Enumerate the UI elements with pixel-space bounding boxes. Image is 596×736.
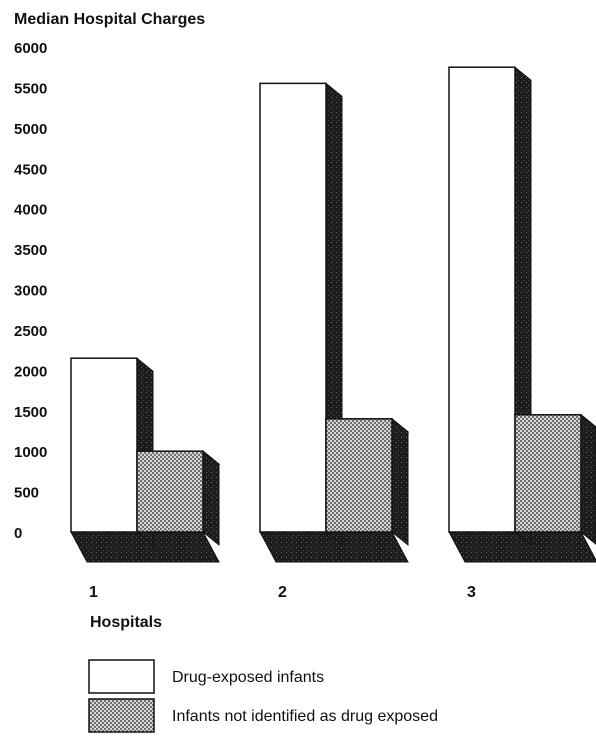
bar-drug-exposed [70, 357, 138, 533]
x-axis-label: Hospitals [90, 614, 162, 631]
bar-group [259, 82, 410, 563]
y-tick-label: 4000 [14, 202, 47, 219]
y-tick-label: 5000 [14, 121, 47, 138]
y-tick-label: 6000 [14, 40, 47, 57]
x-axis: 1 2 3 [89, 584, 476, 601]
bar-not-identified [325, 418, 393, 533]
chart-title: Median Hospital Charges [14, 11, 205, 28]
y-tick-label: 5500 [14, 80, 47, 97]
bar-group [70, 357, 221, 563]
bar-group [448, 66, 596, 563]
y-tick-label: 2500 [14, 323, 47, 340]
y-axis: 0 500 1000 1500 2000 2500 3000 3500 4000 4500 5000… [14, 40, 47, 542]
bar-drug-exposed [259, 82, 327, 533]
y-tick-label: 3500 [14, 242, 47, 259]
y-tick-label: 1500 [14, 404, 47, 421]
y-tick-label: 4500 [14, 161, 47, 178]
bar-not-identified [514, 414, 582, 533]
y-tick-label: 3000 [14, 283, 47, 300]
y-tick-label: 500 [14, 485, 39, 502]
x-tick-label: 2 [278, 584, 287, 601]
legend-swatch [88, 698, 155, 733]
x-tick-label: 1 [89, 584, 98, 601]
legend-swatch [88, 659, 155, 694]
legend: Drug-exposed infants Infants not identifi… [88, 659, 438, 733]
legend-label: Infants not identified as drug exposed [172, 708, 438, 725]
y-tick-label: 2000 [14, 363, 47, 380]
x-tick-label: 3 [467, 584, 476, 601]
bar-drug-exposed [448, 66, 516, 533]
y-tick-label: 1000 [14, 444, 47, 461]
bar-side-shadow [391, 417, 409, 547]
bar-side-shadow [202, 450, 220, 547]
bar-not-identified [136, 450, 204, 533]
bars [70, 66, 596, 563]
bar-side-shadow [580, 413, 596, 545]
y-tick-label: 0 [14, 525, 22, 542]
legend-label: Drug-exposed infants [172, 669, 324, 686]
